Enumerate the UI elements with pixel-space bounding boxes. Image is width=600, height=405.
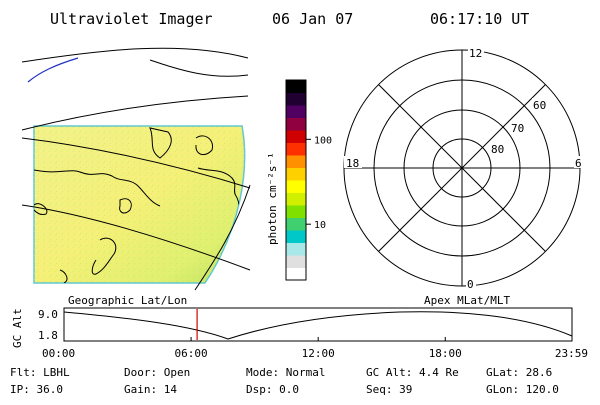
colorbar-cell (286, 267, 306, 281)
mlat-label-60: 60 (533, 99, 546, 112)
polar-mlat-mlt-plot (343, 49, 581, 287)
colorbar-gradient (286, 80, 306, 281)
mlt-label-noon: 12 (469, 47, 482, 60)
colorbar-cell (286, 217, 306, 231)
colorbar-cell (286, 80, 306, 93)
timeline-tick-label: 23:59 (555, 347, 588, 360)
timeline-tick-label: 06:00 (175, 347, 208, 360)
colorbar-tick-label: 100 (314, 135, 332, 146)
colorbar-cell (286, 105, 306, 118)
uv-image-texture (34, 126, 245, 283)
colorbar-cell (286, 180, 306, 193)
mlt-label-dusk: 18 (346, 157, 359, 170)
info-gain: Gain: 14 (124, 383, 177, 396)
colorbar-cell (286, 167, 306, 181)
colorbar-tick-label: 10 (314, 220, 326, 231)
colorbar-cell (286, 242, 306, 256)
timeline-tick-label: 18:00 (429, 347, 462, 360)
mlat-label-70: 70 (511, 122, 524, 135)
mlt-label-midnight: 0 (467, 278, 474, 291)
apex-panel-label: Apex MLat/MLT (424, 294, 510, 307)
timeline-ytick-max: 9.0 (38, 308, 58, 321)
timeline-frame (63, 307, 573, 342)
info-filter: Flt: LBHL (10, 366, 70, 379)
mlt-label-dawn: 6 (575, 157, 582, 170)
info-door: Door: Open (124, 366, 190, 379)
colorbar-cell (286, 205, 306, 218)
colorbar-cell (286, 117, 306, 131)
colorbar-cell (286, 130, 306, 143)
colorbar-frame (285, 79, 307, 281)
mlat-label-80: 80 (491, 143, 504, 156)
geographic-panel-label: Geographic Lat/Lon (68, 294, 187, 307)
colorbar-cell (286, 142, 306, 156)
instrument-title: Ultraviolet Imager (50, 10, 213, 28)
colorbar-cell (286, 255, 306, 268)
colorbar-unit-label: photon cm⁻²s⁻¹ (266, 152, 279, 245)
info-glat: GLat: 28.6 (486, 366, 552, 379)
geographic-image-panel (21, 47, 251, 291)
colorbar-cell (286, 230, 306, 243)
colorbar-ticks: 100 10 (306, 135, 332, 231)
timeline-xticks: 00:00 06:00 12:00 18:00 23:59 (42, 337, 588, 360)
colorbar-cell (286, 192, 306, 206)
orbit-track (27, 57, 79, 83)
altitude-curve (63, 311, 573, 340)
info-ip: IP: 36.0 (10, 383, 63, 396)
timeline-tick-label: 00:00 (42, 347, 75, 360)
colorbar: 100 10 photon cm⁻²s⁻¹ (266, 79, 332, 281)
header-date: 06 Jan 07 (272, 10, 353, 28)
info-gc-alt: GC Alt: 4.4 Re (366, 366, 459, 379)
info-dsp: Dsp: 0.0 (246, 383, 299, 396)
polar-diagonal-2 (378, 84, 546, 252)
timeline-ylabel: GC Alt (11, 308, 24, 348)
info-mode: Mode: Normal (246, 366, 325, 379)
info-glon: GLon: 120.0 (486, 383, 559, 396)
timeline-tick-label: 12:00 (302, 347, 335, 360)
colorbar-cell (286, 155, 306, 168)
polar-labels: 12 18 6 0 60 70 80 (344, 46, 584, 291)
info-seq: Seq: 39 (366, 383, 412, 396)
timeline-ytick-min: 1.8 (38, 329, 58, 342)
colorbar-cell (286, 92, 306, 106)
latlon-grid (21, 47, 251, 291)
header-time: 06:17:10 UT (430, 10, 529, 28)
info-readout: Flt: LBHL IP: 36.0 Door: Open Gain: 14 M… (10, 366, 559, 396)
altitude-timeline: GC Alt 9.0 1.8 00:00 06:00 12:00 18:00 23:59 (11, 307, 588, 360)
